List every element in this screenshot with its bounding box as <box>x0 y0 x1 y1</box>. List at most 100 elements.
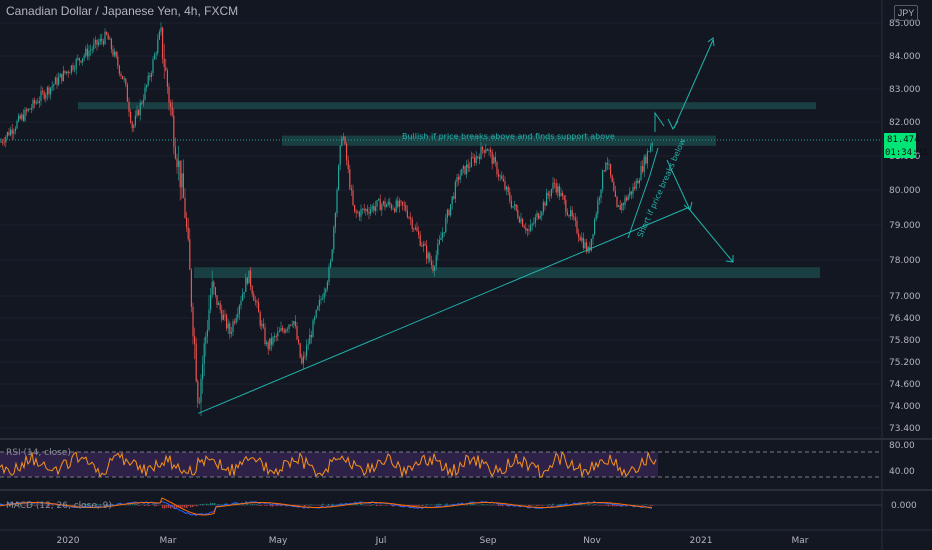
candle-body <box>114 51 116 56</box>
candle-body <box>419 234 421 246</box>
macd-hist-bar <box>112 503 114 505</box>
candle-body <box>203 343 205 364</box>
candle-body <box>309 334 311 345</box>
candle-body <box>629 191 631 196</box>
candle-body <box>446 209 448 218</box>
macd-hist-bar <box>134 503 136 505</box>
bullish-arrow-long[interactable] <box>673 39 714 129</box>
price-zone-2[interactable] <box>194 267 820 278</box>
countdown-tag: 01:34:31 <box>885 148 928 158</box>
price-zone-0[interactable] <box>78 102 816 110</box>
candle-body <box>256 301 258 303</box>
candle-body <box>645 156 647 164</box>
macd-hist-bar <box>270 505 272 507</box>
candle-body <box>565 199 567 213</box>
candle-body <box>202 363 204 380</box>
price-tick-label: 75.800 <box>889 336 921 346</box>
currency-badge[interactable]: JPY <box>894 5 918 21</box>
candle-body <box>638 180 640 184</box>
time-tick-label: Jul <box>375 536 387 546</box>
candle-body <box>264 327 266 345</box>
bearish-arrow-1[interactable] <box>666 159 691 211</box>
candle-body <box>96 39 98 45</box>
candle-body <box>218 303 220 305</box>
macd-hist-bar <box>182 505 184 508</box>
price-tick-label: 82.000 <box>889 118 921 128</box>
trendline[interactable] <box>198 207 689 414</box>
candle-body <box>611 175 613 183</box>
candle-body <box>242 293 244 301</box>
macd-hist-bar <box>110 503 112 505</box>
macd-hist-bar <box>258 505 260 506</box>
macd-hist-bar <box>548 504 550 505</box>
candle-body <box>54 77 56 85</box>
grid-lines <box>0 22 882 429</box>
time-axis[interactable]: 2020 Mar May Jul Sep Nov 2021 Mar <box>57 536 809 546</box>
candle-body <box>200 379 202 403</box>
candle-body <box>128 101 130 112</box>
candle-body <box>574 217 576 221</box>
candle-body <box>109 38 111 40</box>
candle-body <box>219 303 221 310</box>
candle-body <box>296 326 298 340</box>
macd-hist-bar <box>156 505 158 506</box>
macd-hist-bar <box>196 505 198 507</box>
candle-body <box>418 231 420 235</box>
candle-body <box>37 102 39 104</box>
candle-body <box>429 253 431 262</box>
candle-body <box>213 281 215 288</box>
candle-body <box>86 48 88 57</box>
candle-body <box>221 309 223 320</box>
candle-body <box>350 188 352 191</box>
candle-body <box>138 110 140 116</box>
macd-hist-bar <box>174 505 176 510</box>
macd-hist-bar <box>162 505 164 509</box>
candle-body <box>328 266 330 282</box>
bullish-annotation[interactable]: Bullish if price breaks above and finds … <box>402 132 615 141</box>
candle-body <box>83 55 85 59</box>
candle-body <box>454 181 456 199</box>
candle-body <box>107 34 109 40</box>
macd-hist-bar <box>88 504 90 505</box>
candle-body <box>150 72 152 78</box>
candle-body <box>66 71 68 74</box>
macd-hist-bar <box>166 505 168 508</box>
macd-hist-bar <box>310 504 312 505</box>
macd-hist-bar <box>100 503 102 505</box>
bearish-arrow-2[interactable] <box>689 209 734 263</box>
candle-body <box>394 208 396 212</box>
time-tick-label: Sep <box>480 536 497 546</box>
bullish-arrowhead[interactable] <box>707 37 715 47</box>
candle-body <box>45 94 47 99</box>
rsi-tick-40: 40.00 <box>889 467 915 477</box>
candle-body <box>130 111 132 123</box>
bearish-arrowhead-2[interactable] <box>725 255 734 263</box>
annotation-arrows[interactable] <box>627 37 734 263</box>
candle-body <box>72 65 74 70</box>
candle-body <box>413 228 415 230</box>
macd-hist-bar <box>72 505 74 506</box>
trendline-0[interactable] <box>198 207 689 414</box>
macd-hist-bar <box>26 505 28 506</box>
candle-body <box>613 182 615 191</box>
short-annotation-line[interactable] <box>627 147 659 239</box>
macd-hist-bar <box>266 505 268 506</box>
macd-hist-bar <box>128 504 130 505</box>
rsi-line[interactable] <box>0 451 657 479</box>
candle-body <box>411 219 413 229</box>
candle-body <box>571 210 573 217</box>
macd-hist-bar <box>360 503 362 505</box>
macd-signal-line[interactable] <box>0 497 653 516</box>
candle-body <box>422 243 424 247</box>
bullish-arrow-small[interactable] <box>654 111 665 132</box>
candlestick-series[interactable] <box>0 22 653 416</box>
candle-body <box>322 298 324 300</box>
price-zone-1[interactable] <box>282 135 716 146</box>
candle-body <box>210 294 212 310</box>
candle-body <box>234 321 236 323</box>
candle-body <box>125 78 127 85</box>
candle-body <box>90 49 92 51</box>
macd-hist-bar <box>188 505 190 507</box>
last-price-tag: 81.474 <box>887 135 920 145</box>
